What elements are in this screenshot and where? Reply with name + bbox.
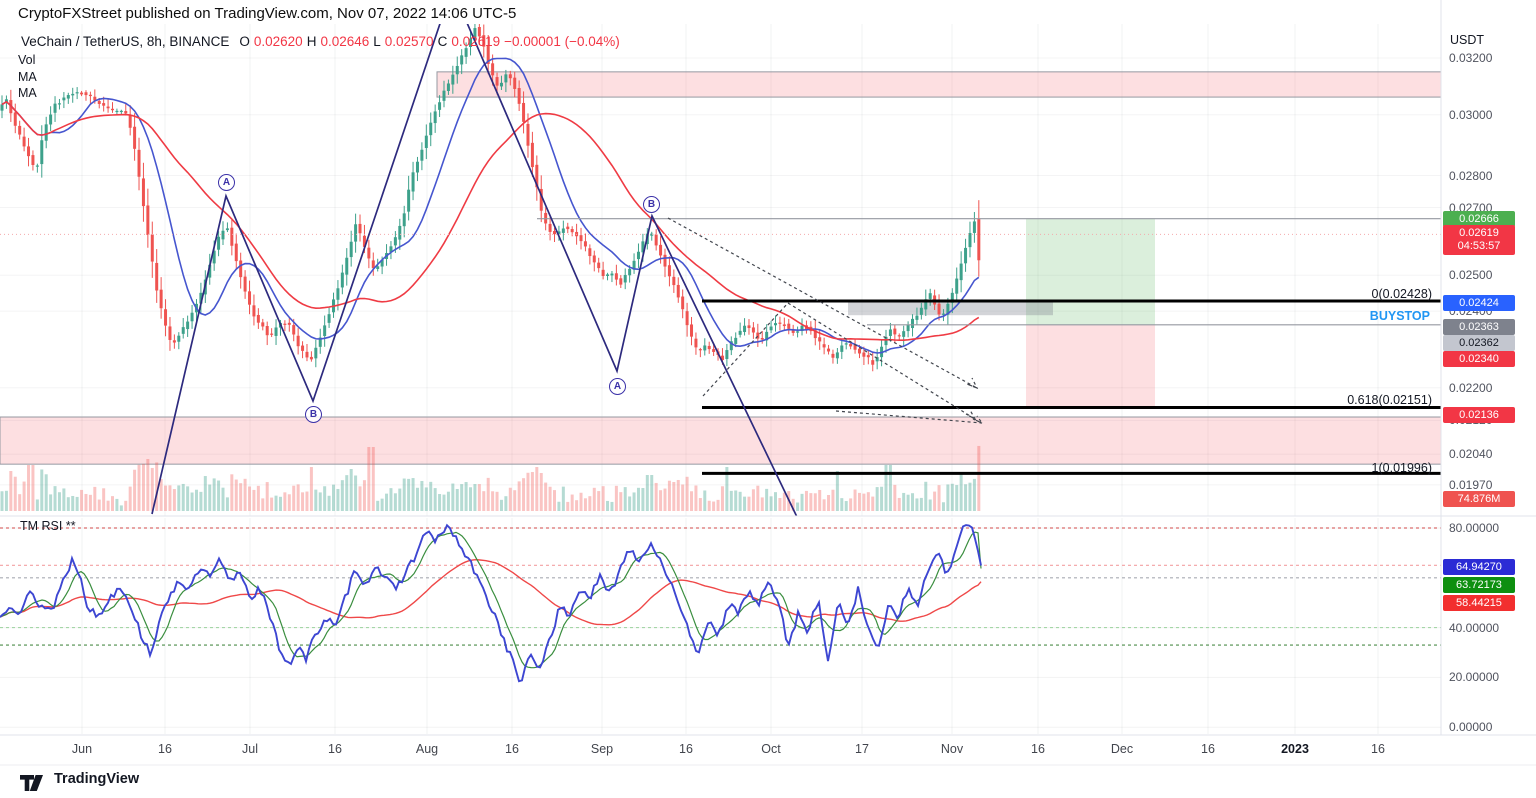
close-value: 0.02619 [451,34,501,49]
high-value: 0.02646 [320,34,370,49]
tradingview-brand-link[interactable]: TradingView [54,771,140,787]
ma-line [1,100,980,342]
dashed-trendline [835,410,984,425]
rsi-indicator-label[interactable]: TM RSI ** [20,519,76,533]
open-label: O [239,34,250,49]
supply-zone [436,71,1442,98]
wave-label-a1: A [218,174,235,191]
open-value: 0.02620 [253,34,303,49]
risk-box [1026,324,1155,408]
symbol-title[interactable]: VeChain / TetherUS, 8h, BINANCE [21,34,230,49]
elliott-zigzag [151,24,798,516]
entry-box [848,300,1053,316]
ma2-indicator-label[interactable]: MA [18,86,37,100]
dashed-trendline [667,217,979,390]
rsi-fast-line [0,531,982,669]
low-label: L [373,34,381,49]
wave-label-b2: B [643,196,660,213]
ma1-indicator-label[interactable]: MA [18,70,37,84]
symbol-legend: VeChain / TetherUS, 8h, BINANCE O 0.0262… [21,34,620,49]
fib-618-label: 0.618(0.02151) [1347,393,1432,407]
publish-header: CryptoFXStreet published on TradingView.… [18,5,517,22]
rsi-line [0,523,982,683]
dashed-trendline [702,302,977,421]
fib-0-label: 0(0.02428) [1371,287,1432,301]
rsi-slow-line [0,558,982,626]
ma-line [1,57,980,354]
low-value: 0.02570 [384,34,434,49]
wave-label-a2: A [609,378,626,395]
price-axis-currency: USDT [1450,33,1485,47]
wave-label-b1: B [305,406,322,423]
volume-indicator-label[interactable]: Vol [18,53,36,67]
target-box [1026,218,1155,325]
tradingview-logo-icon[interactable] [20,775,50,793]
fib-1-label: 1(0.01996) [1371,461,1432,475]
buystop-label: BUYSTOP [1369,309,1430,323]
close-label: C [437,34,448,49]
high-label: H [306,34,317,49]
change-value: −0.00001 (−0.04%) [504,34,620,49]
demand-zone [0,416,1442,465]
